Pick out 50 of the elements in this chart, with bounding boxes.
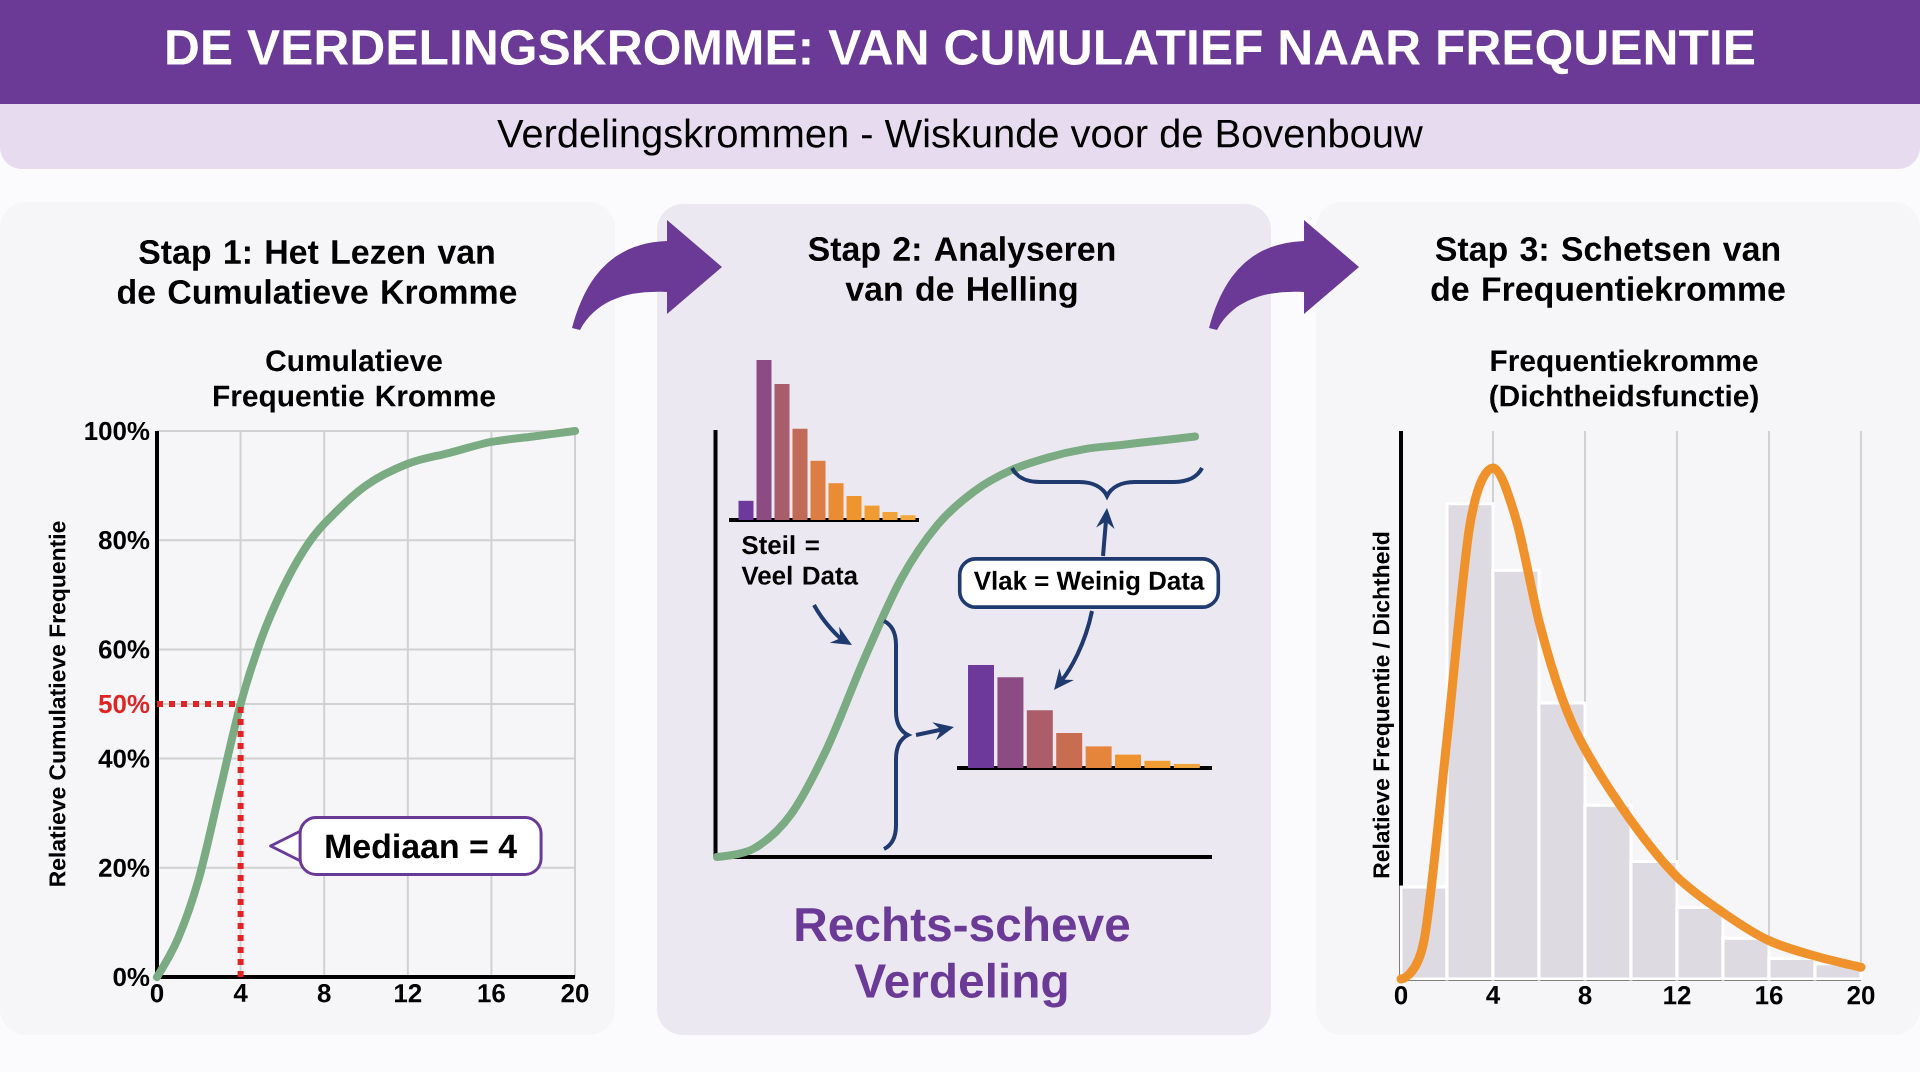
x-tick-label: 16 (1756, 986, 1783, 1005)
annotation: Steil = Veel Data (741, 535, 859, 585)
chart-title: Stap 1: Het Lezen van de Cumulatieve Kromme (117, 240, 517, 304)
bar (1085, 746, 1112, 769)
y-tick-label: 0% (113, 967, 150, 987)
x-tick-label: 12 (1664, 986, 1691, 1005)
x-tick-label: 20 (1847, 986, 1875, 1005)
annotation: Vlak = Weinig Data (973, 570, 1205, 596)
bar (810, 460, 826, 521)
chart-subtitle: Cumulatieve Frequentie Kromme (214, 349, 495, 413)
bar (774, 384, 790, 521)
text: DE VERDELINGSKROMME: VAN CUMULATIEF NAAR FREQUENTIE (167, 29, 1755, 75)
text: Verdelingskrommen - Wiskunde voor de Bovenbouw (497, 118, 1423, 156)
bar (1173, 763, 1200, 769)
y-tick-label: 20% (99, 858, 150, 877)
x-tick-label: 20 (561, 984, 589, 1003)
chart-subtitle: Frequentiekromme (Dichtheidsfunctie) (1490, 349, 1758, 413)
bar (900, 515, 916, 521)
bar (1026, 710, 1053, 769)
x-tick-label: 4 (233, 984, 248, 1002)
x-tick-label: 4 (1486, 986, 1501, 1004)
y-tick-label: 100% (85, 421, 150, 441)
y-tick-label: 50% (98, 694, 150, 714)
bar (968, 665, 995, 769)
y-tick-label: 40% (98, 749, 150, 768)
x-tick-label: 8 (317, 984, 331, 1003)
bar (828, 483, 844, 521)
y-axis-title: Relatieve Frequentie / Dichtheid (1372, 532, 1394, 878)
text: Rechts-scheve Verdeling (796, 906, 1130, 1008)
annotation: Mediaan = 4 (326, 833, 517, 859)
x-tick-label: 0 (150, 984, 164, 1003)
y-tick-label: 80% (98, 531, 150, 550)
bar (846, 496, 862, 521)
x-tick-label: 16 (478, 984, 505, 1003)
y-tick-label: 60% (99, 640, 150, 659)
bar (997, 677, 1024, 769)
x-tick-label: 8 (1578, 986, 1592, 1005)
x-tick-label: 0 (1394, 986, 1408, 1005)
bar (738, 500, 754, 521)
y-axis-title: Relatieve Cumulatieve Frequentie (48, 521, 71, 886)
bar (756, 360, 772, 521)
bar (864, 505, 880, 521)
bar (1115, 754, 1142, 769)
bar (792, 428, 808, 521)
bar (1144, 760, 1171, 769)
bar (1056, 732, 1083, 769)
chart-title: Stap 3: Schetsen van de Frequentiekromme (1431, 236, 1785, 308)
x-tick-label: 12 (395, 984, 422, 1003)
bar (882, 512, 898, 521)
chart-title: Stap 2: Analyseren van de Helling (808, 236, 1115, 308)
